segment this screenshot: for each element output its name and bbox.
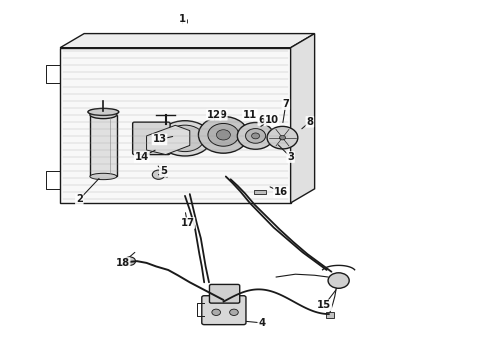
FancyBboxPatch shape — [133, 122, 170, 154]
Ellipse shape — [166, 125, 204, 152]
Circle shape — [328, 273, 349, 288]
Circle shape — [230, 309, 238, 315]
Text: 16: 16 — [274, 187, 288, 197]
Text: 7: 7 — [282, 99, 289, 109]
Text: 4: 4 — [258, 318, 266, 328]
Circle shape — [279, 135, 286, 140]
Circle shape — [237, 122, 274, 149]
Polygon shape — [60, 33, 315, 48]
Ellipse shape — [90, 111, 117, 118]
Bar — [254, 190, 266, 194]
Text: 3: 3 — [287, 152, 294, 162]
Circle shape — [208, 123, 239, 146]
Text: 17: 17 — [180, 218, 195, 228]
Circle shape — [267, 126, 298, 149]
Text: 18: 18 — [116, 258, 130, 268]
Text: 5: 5 — [160, 166, 167, 176]
Circle shape — [245, 129, 266, 143]
Text: 8: 8 — [306, 117, 313, 127]
Bar — [90, 115, 117, 176]
Ellipse shape — [88, 108, 119, 116]
Polygon shape — [60, 48, 291, 203]
Text: 2: 2 — [76, 194, 83, 204]
Bar — [326, 312, 334, 318]
Polygon shape — [147, 125, 190, 154]
FancyBboxPatch shape — [209, 284, 240, 303]
Circle shape — [152, 170, 165, 179]
Text: 12: 12 — [207, 110, 221, 120]
Circle shape — [198, 117, 248, 153]
Ellipse shape — [159, 121, 211, 156]
Text: 6: 6 — [258, 115, 265, 125]
Circle shape — [124, 257, 136, 265]
Text: 9: 9 — [220, 110, 227, 120]
Polygon shape — [291, 33, 315, 203]
Text: 11: 11 — [243, 110, 257, 120]
Ellipse shape — [90, 173, 117, 180]
Text: 10: 10 — [265, 115, 278, 125]
Text: 15: 15 — [317, 300, 331, 310]
Text: 1: 1 — [179, 14, 186, 24]
Text: 13: 13 — [152, 134, 167, 144]
Circle shape — [212, 309, 220, 315]
Circle shape — [251, 133, 260, 139]
Circle shape — [217, 130, 230, 140]
FancyBboxPatch shape — [202, 296, 246, 325]
Text: 14: 14 — [135, 152, 149, 162]
